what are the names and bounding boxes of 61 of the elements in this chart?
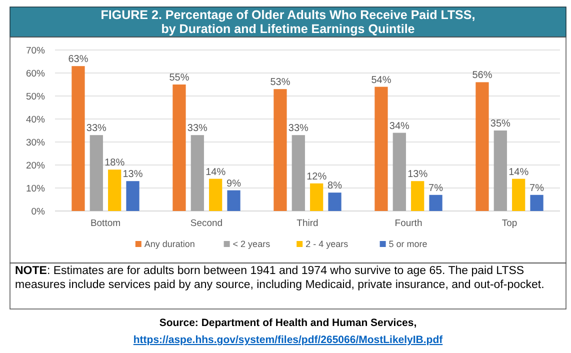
- bar: [126, 181, 140, 211]
- text: 7%: [428, 182, 443, 194]
- y-tick-label: 50%: [26, 92, 46, 102]
- y-tick-label: 60%: [26, 68, 46, 80]
- bar: [274, 89, 287, 211]
- bar: [172, 84, 186, 211]
- text: 56%: [472, 70, 492, 82]
- text: 54%: [371, 74, 392, 86]
- bar: [328, 192, 342, 211]
- bar: [292, 135, 305, 211]
- bar: [374, 86, 388, 211]
- bar: [429, 194, 442, 211]
- text: 8%: [328, 180, 342, 192]
- bar: [190, 135, 204, 211]
- bar: [392, 132, 406, 211]
- chart-title: FIGURE 2. Percentage of Older Adults Who Receive Paid LTSS, by Duration and Lifetime Earnings Quintile: [100, 8, 476, 36]
- y-tick-label: 40%: [26, 114, 46, 126]
- bar: [512, 178, 526, 211]
- x-tick-label: Fourth: [394, 218, 422, 229]
- text: 53%: [270, 77, 290, 88]
- y-tick-label: 30%: [26, 138, 46, 148]
- bar: [476, 82, 489, 211]
- bar: [494, 130, 507, 211]
- x-tick-label: Third: [296, 218, 318, 229]
- text: 13%: [122, 169, 143, 180]
- y-tick-label: 70%: [26, 46, 46, 56]
- text: 14%: [508, 166, 529, 178]
- legend-label: Any duration: [144, 239, 195, 249]
- bar: [530, 194, 544, 211]
- text: 33%: [86, 123, 106, 134]
- text: 14%: [206, 166, 226, 178]
- x-tick-label: Top: [502, 218, 518, 229]
- text: 18%: [104, 158, 125, 169]
- x-tick-label: Second: [190, 218, 223, 229]
- legend-label: 2 - 4 years: [306, 239, 349, 249]
- text: 63%: [68, 54, 88, 66]
- text: 13%: [408, 169, 428, 180]
- text: 12%: [306, 171, 327, 182]
- bar: [72, 66, 85, 211]
- y-tick-label: 10%: [26, 184, 46, 194]
- bar: [411, 181, 424, 211]
- text: 33%: [288, 123, 308, 134]
- bar: [310, 183, 324, 211]
- text: 33%: [187, 123, 208, 134]
- text: NOTE: Estimates are for adults born between 1941 and 1974 who survive to age 65. The paid LTSS measures include services paid by any source, including Medicaid, private insurance, and out-of-pocket.: [15, 264, 546, 292]
- bar: [108, 170, 122, 211]
- text: 34%: [389, 120, 410, 132]
- legend-label: < 2 years: [232, 239, 271, 249]
- y-tick-label: 20%: [26, 160, 46, 172]
- text: 9%: [226, 178, 241, 190]
- bar: [209, 178, 222, 211]
- text: https://aspe.hhs.gov/system/files/pdf/265066/MostLikelyIB.pdf: [133, 334, 444, 346]
- x-tick-label: Bottom: [90, 218, 121, 229]
- legend-label: 5 or more: [388, 239, 428, 249]
- text: 35%: [490, 118, 510, 130]
- y-tick-label: 0%: [31, 206, 46, 218]
- source-note: Source: Department of Health and Human Services,: [159, 317, 417, 329]
- text: 55%: [169, 72, 190, 84]
- bar: [227, 190, 240, 211]
- bar: [90, 135, 103, 211]
- text: 7%: [530, 182, 544, 194]
